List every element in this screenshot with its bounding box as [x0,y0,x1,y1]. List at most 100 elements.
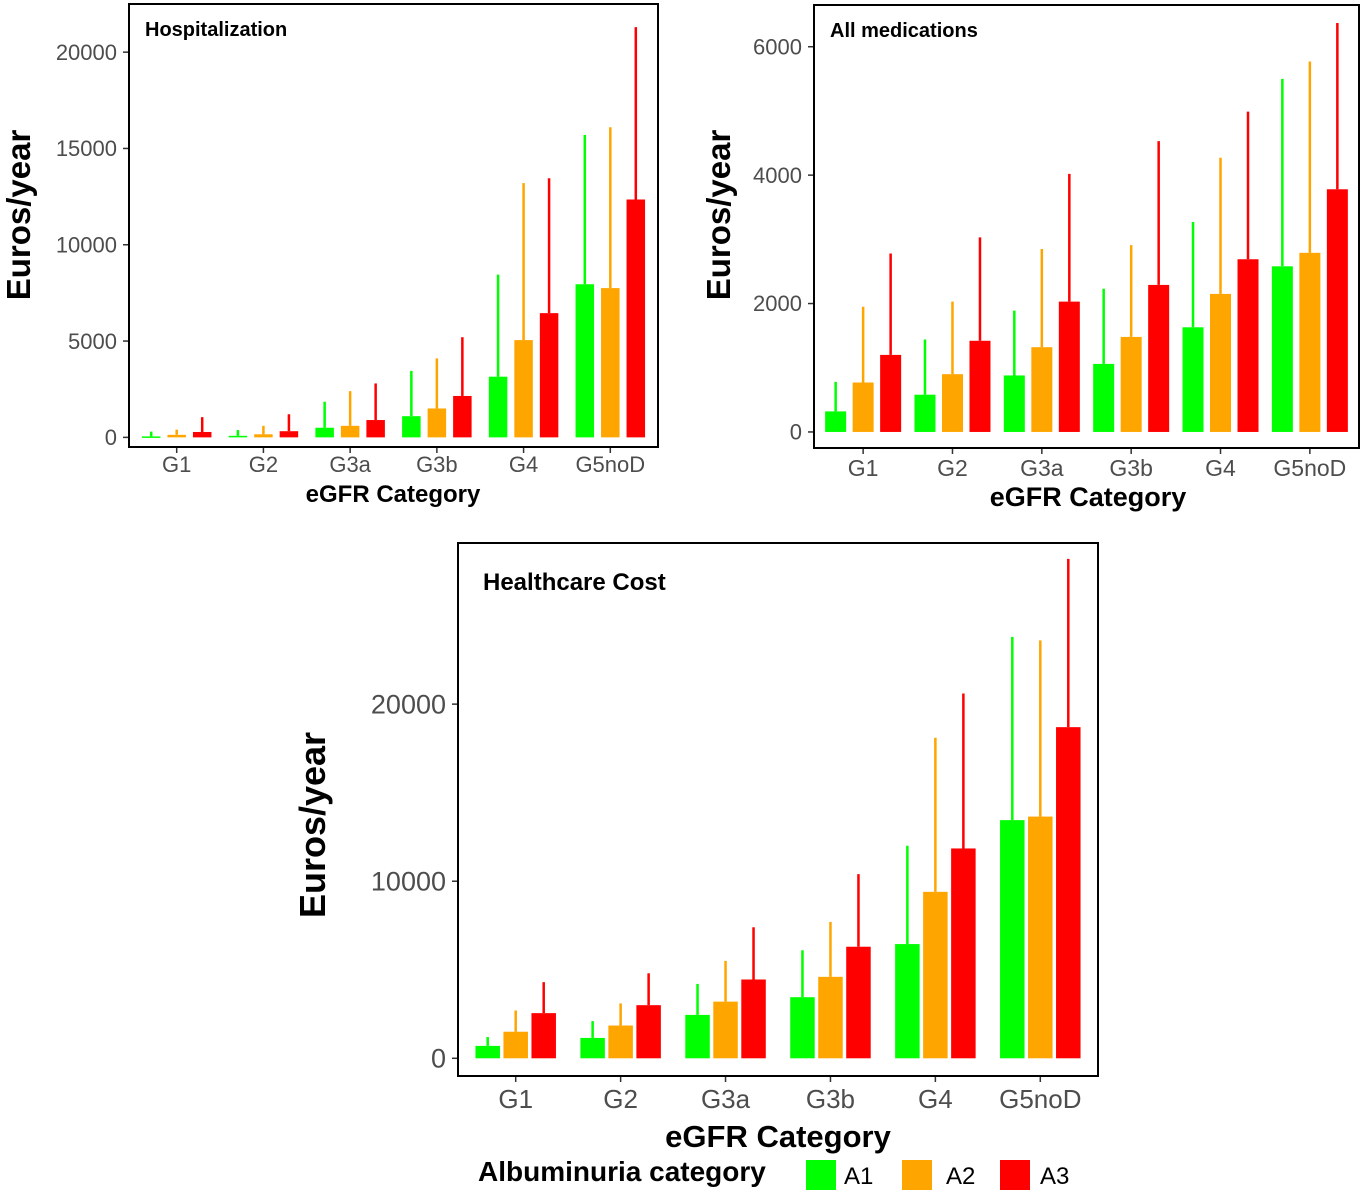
healthcare-cost-x-tick-label: G2 [603,1084,638,1114]
hospitalization-xlabel: eGFR Category [306,481,481,508]
legend-title: Albuminuria category [478,1156,766,1187]
healthcare-cost-bar-a2-g5nod [1028,816,1053,1059]
healthcare-cost-bar-a2-g3b [818,976,843,1059]
medications-x-ticks: G1 G2 G3a G3b G4 G5noD [848,448,1346,481]
healthcare-cost-ylabel: Euros/year [292,732,333,918]
medications-bar-a1-g3b [1093,363,1115,432]
hospitalization-bar-a1-g4 [488,376,508,438]
legend-label-a2: A2 [946,1163,975,1190]
healthcare-cost-y-tick-label: 0 [431,1044,446,1074]
medications-title: All medications [830,20,978,42]
hospitalization-y-tick-label: 20000 [56,40,117,65]
legend-swatch-a2 [902,1160,932,1190]
medications-bar-a2-g4 [1210,293,1232,432]
medications-bar-a1-g5nod [1271,266,1293,432]
medications-bars [825,22,1348,432]
hospitalization-bar-a2-g3b [427,408,447,438]
hospitalization-plot-border [128,3,659,448]
medications-bar-a2-g1 [852,382,874,432]
medications-xlabel: eGFR Category [990,482,1187,512]
hospitalization-bar-a2-g4 [514,340,533,438]
medications-bar-a1-g3a [1003,375,1025,432]
hospitalization-bars [141,27,646,438]
hospitalization-x-tick-label: G3a [329,452,371,477]
healthcare-cost-y-ticks: 0 10000 20000 [371,690,458,1074]
hospitalization-bar-a2-g1 [167,434,186,438]
healthcare-cost-chart: Euros/year 0 10000 20000 G1 G2 G3a G3b G4 G5noD… [292,542,1099,1154]
hospitalization-y-tick-label: 10000 [56,232,117,257]
hospitalization-x-tick-label: G3b [416,452,458,477]
healthcare-cost-x-tick-label: G5noD [999,1084,1081,1114]
hospitalization-bar-a2-g3a [340,425,360,438]
legend-label-a1: A1 [844,1163,873,1190]
medications-y-tick-label: 0 [790,420,802,445]
hospitalization-ylabel: Euros/year [0,130,37,301]
medications-x-tick-label: G2 [937,455,968,481]
hospitalization-bar-a2-g5nod [601,288,620,438]
hospitalization-bar-a3-g3b [453,395,472,438]
hospitalization-bar-a3-g4 [539,313,559,438]
hospitalization-x-tick-label: G2 [249,452,278,477]
hospitalization-chart: Euros/year 0 5000 10000 15000 20000 G1 G2 G3a G… [0,3,659,508]
hospitalization-x-tick-label: G1 [162,452,191,477]
healthcare-cost-x-tick-label: G4 [918,1084,953,1114]
hospitalization-y-tick-label: 0 [105,425,117,450]
medications-bar-a2-g3b [1120,336,1142,432]
medications-bar-a2-g2 [941,374,963,432]
legend-label-a3: A3 [1040,1163,1069,1190]
healthcare-cost-y-tick-label: 10000 [371,867,446,897]
hospitalization-y-tick-label: 15000 [56,136,117,161]
healthcare-cost-bar-a3-g1 [531,1013,556,1059]
medications-plot-border [813,4,1360,449]
healthcare-cost-bar-a1-g2 [580,1037,605,1059]
medications-chart: Euros/year 0 2000 4000 6000 G1 G2 G3a G3b G4 G5n… [700,4,1360,512]
healthcare-cost-bar-a2-g2 [608,1025,633,1059]
hospitalization-bar-a1-g3a [315,427,334,438]
medications-x-tick-label: G5noD [1273,455,1346,481]
medications-x-tick-label: G4 [1205,455,1236,481]
medications-x-tick-label: G1 [848,455,879,481]
healthcare-cost-bar-a1-g1 [475,1045,500,1059]
healthcare-cost-bar-a2-g4 [923,891,948,1059]
healthcare-cost-bar-a3-g3a [741,979,766,1059]
healthcare-cost-x-tick-label: G3a [701,1084,751,1114]
medications-bar-a2-g3a [1031,347,1053,432]
hospitalization-bar-a2-g2 [254,434,273,438]
medications-bar-a3-g3b [1148,284,1170,432]
hospitalization-y-ticks: 0 5000 10000 15000 20000 [56,40,129,450]
healthcare-cost-xlabel: eGFR Category [665,1119,891,1154]
hospitalization-bar-a1-g1 [141,436,161,438]
medications-y-tick-label: 4000 [753,163,802,188]
hospitalization-x-tick-label: G5noD [575,452,645,477]
healthcare-cost-bar-a1-g3b [790,997,815,1059]
legend-swatch-a3 [1000,1160,1030,1190]
medications-bar-a1-g1 [825,411,847,432]
medications-bar-a3-g3a [1058,301,1080,432]
healthcare-cost-bar-a2-g3a [713,1001,738,1059]
medications-bar-a3-g4 [1237,259,1259,432]
healthcare-cost-title: Healthcare Cost [483,569,666,596]
medications-bar-a3-g5nod [1326,189,1348,432]
healthcare-cost-bar-a3-g4 [951,848,976,1059]
medications-bar-a1-g2 [914,394,936,432]
healthcare-cost-bar-a3-g3b [846,946,871,1059]
medications-bar-a3-g2 [969,340,991,432]
medications-bar-a2-g5nod [1299,252,1321,432]
healthcare-cost-bar-a1-g3a [685,1014,710,1059]
hospitalization-bar-a3-g5nod [626,199,646,438]
healthcare-cost-x-ticks: G1 G2 G3a G3b G4 G5noD [498,1076,1081,1114]
healthcare-cost-bar-a1-g5nod [1000,820,1025,1059]
medications-ylabel: Euros/year [700,130,737,301]
healthcare-cost-bar-a2-g1 [503,1031,528,1059]
healthcare-cost-plot-border [457,542,1099,1077]
hospitalization-bar-a1-g3b [402,416,421,438]
healthcare-cost-x-tick-label: G1 [498,1084,533,1114]
medications-y-tick-label: 2000 [753,291,802,316]
healthcare-cost-y-tick-label: 20000 [371,690,446,720]
medications-x-tick-label: G3a [1020,455,1064,481]
healthcare-cost-bars [475,558,1081,1059]
medications-bar-a1-g4 [1182,327,1204,432]
hospitalization-bar-a1-g2 [228,435,248,438]
hospitalization-y-tick-label: 5000 [68,329,117,354]
